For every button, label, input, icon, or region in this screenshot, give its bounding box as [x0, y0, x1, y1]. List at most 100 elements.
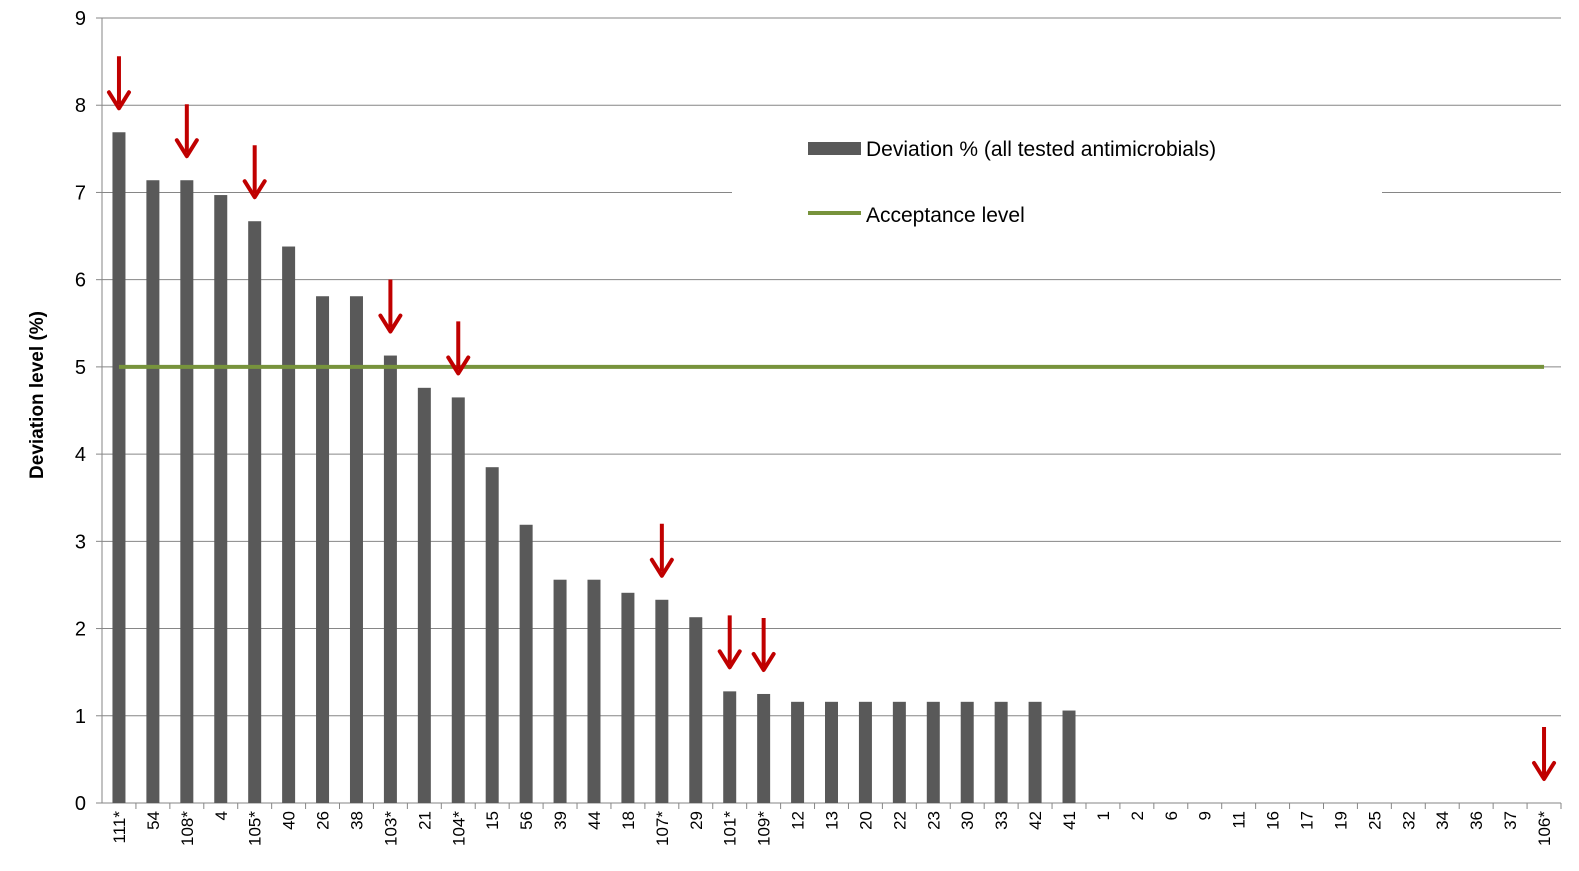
x-tick-label: 11: [1230, 811, 1249, 829]
bar-30: [960, 701, 974, 803]
x-tick-label: 18: [619, 811, 638, 830]
arrow-marker-111-star: [106, 56, 131, 111]
x-tick-label: 56: [517, 811, 536, 830]
x-tick-label: 2: [1128, 811, 1147, 820]
x-tick-label: 105*: [246, 811, 265, 846]
x-tick-label: 41: [1060, 811, 1079, 830]
x-tick-label: 25: [1365, 811, 1384, 830]
bar-105-star: [248, 221, 262, 803]
x-tick-label: 40: [280, 811, 299, 830]
y-tick-label: 5: [75, 357, 86, 379]
x-tick-label: 107*: [653, 811, 672, 846]
x-tick-label: 42: [1026, 811, 1045, 830]
x-tick-label: 17: [1298, 811, 1317, 830]
x-tick-label: 6: [1162, 811, 1181, 820]
x-tick-label: 109*: [755, 811, 774, 846]
y-axis-title: Deviation level (%): [27, 311, 48, 479]
arrow-head: [1532, 761, 1557, 781]
legend-bar-swatch: [808, 142, 861, 155]
x-tick-label: 16: [1264, 811, 1283, 830]
x-tick-label: 32: [1399, 811, 1418, 830]
bar-12: [791, 701, 805, 803]
x-tick-label: 12: [789, 811, 808, 830]
bar-33: [994, 701, 1008, 803]
legend-background: [732, 118, 1382, 246]
x-tick-label: 108*: [178, 811, 197, 846]
legend-line-label: Acceptance level: [866, 204, 1025, 227]
bar-42: [1028, 701, 1042, 803]
bar-13: [825, 701, 838, 803]
x-tick-label: 23: [924, 811, 943, 830]
x-tick-label: 103*: [381, 811, 400, 846]
bar-22: [892, 701, 906, 803]
x-tick-label: 20: [856, 811, 875, 830]
arrow-marker-101-star: [717, 615, 742, 670]
bar-103-star: [383, 355, 397, 803]
bar-39: [553, 579, 567, 803]
arrow-marker-108-star: [174, 104, 199, 159]
bar-108-star: [180, 180, 194, 803]
x-tick-label: 111*: [110, 811, 129, 844]
arrow-marker-104-star: [446, 321, 471, 376]
arrow-marker-109-star: [751, 617, 776, 672]
x-tick-label: 39: [551, 811, 570, 830]
bar-54: [146, 180, 160, 803]
y-tick-label: 4: [75, 444, 86, 466]
arrow-head: [717, 649, 742, 670]
x-tick-label: 106*: [1535, 811, 1554, 846]
bar-4: [214, 195, 228, 804]
legend-bar-label: Deviation % (all tested antimicrobials): [866, 138, 1216, 161]
arrow-head: [446, 355, 471, 376]
arrow-marker-105-star: [242, 145, 267, 200]
y-tick-label: 0: [75, 793, 86, 815]
x-tick-label: 29: [687, 811, 706, 830]
arrow-marker-106-star: [1532, 727, 1557, 781]
bar-44: [587, 579, 601, 803]
arrow-marker-107-star: [649, 523, 674, 578]
bar-20: [858, 701, 872, 803]
x-tick-label: 15: [483, 811, 502, 830]
arrow-head: [649, 557, 674, 578]
arrow-head: [242, 179, 267, 200]
bar-101-star: [723, 691, 737, 803]
x-tick-label: 34: [1433, 811, 1452, 830]
arrow-head: [106, 90, 131, 111]
x-tick-label: 26: [314, 811, 333, 830]
x-tick-label: 21: [415, 811, 434, 830]
x-tick-label: 33: [992, 811, 1011, 830]
arrow-marker-103-star: [378, 279, 403, 334]
x-tick-label: 54: [144, 811, 163, 830]
bar-29: [689, 617, 703, 803]
bar-21: [417, 387, 431, 803]
arrow-marker-layer: [106, 56, 1557, 781]
bar-41: [1062, 710, 1076, 803]
y-tick-label: 1: [75, 706, 86, 728]
bar-111-star: [112, 132, 126, 803]
bar-18: [621, 592, 635, 803]
bar-26: [316, 296, 330, 803]
y-tick-label: 2: [75, 619, 86, 641]
x-tick-label: 36: [1467, 811, 1486, 830]
y-tick-label: 3: [75, 531, 86, 553]
x-tick-label-layer: 111* 54 108* 4 105* 40 26 38 103* 21 104* 15 56 39 44 1…: [110, 811, 1554, 846]
x-tick-label: 4: [212, 811, 231, 820]
x-tick-label: 104*: [449, 811, 468, 846]
x-tick-label: 101*: [721, 811, 740, 846]
y-tick-label: 9: [75, 8, 86, 30]
x-tick-label: 1: [1094, 811, 1113, 820]
bar-107-star: [655, 599, 669, 803]
x-tick-label: 13: [823, 811, 842, 830]
bar-38: [349, 296, 363, 803]
y-tick-label: 6: [75, 270, 86, 292]
x-tick-label: 19: [1331, 811, 1350, 830]
bar-56: [519, 524, 533, 803]
y-tick-label: 7: [75, 182, 86, 204]
x-tick-label: 30: [958, 811, 977, 830]
bar-40: [282, 246, 296, 803]
arrow-head: [751, 651, 776, 672]
bar-23: [926, 701, 940, 803]
x-tick-label: 9: [1196, 811, 1215, 820]
bar-15: [485, 467, 499, 803]
